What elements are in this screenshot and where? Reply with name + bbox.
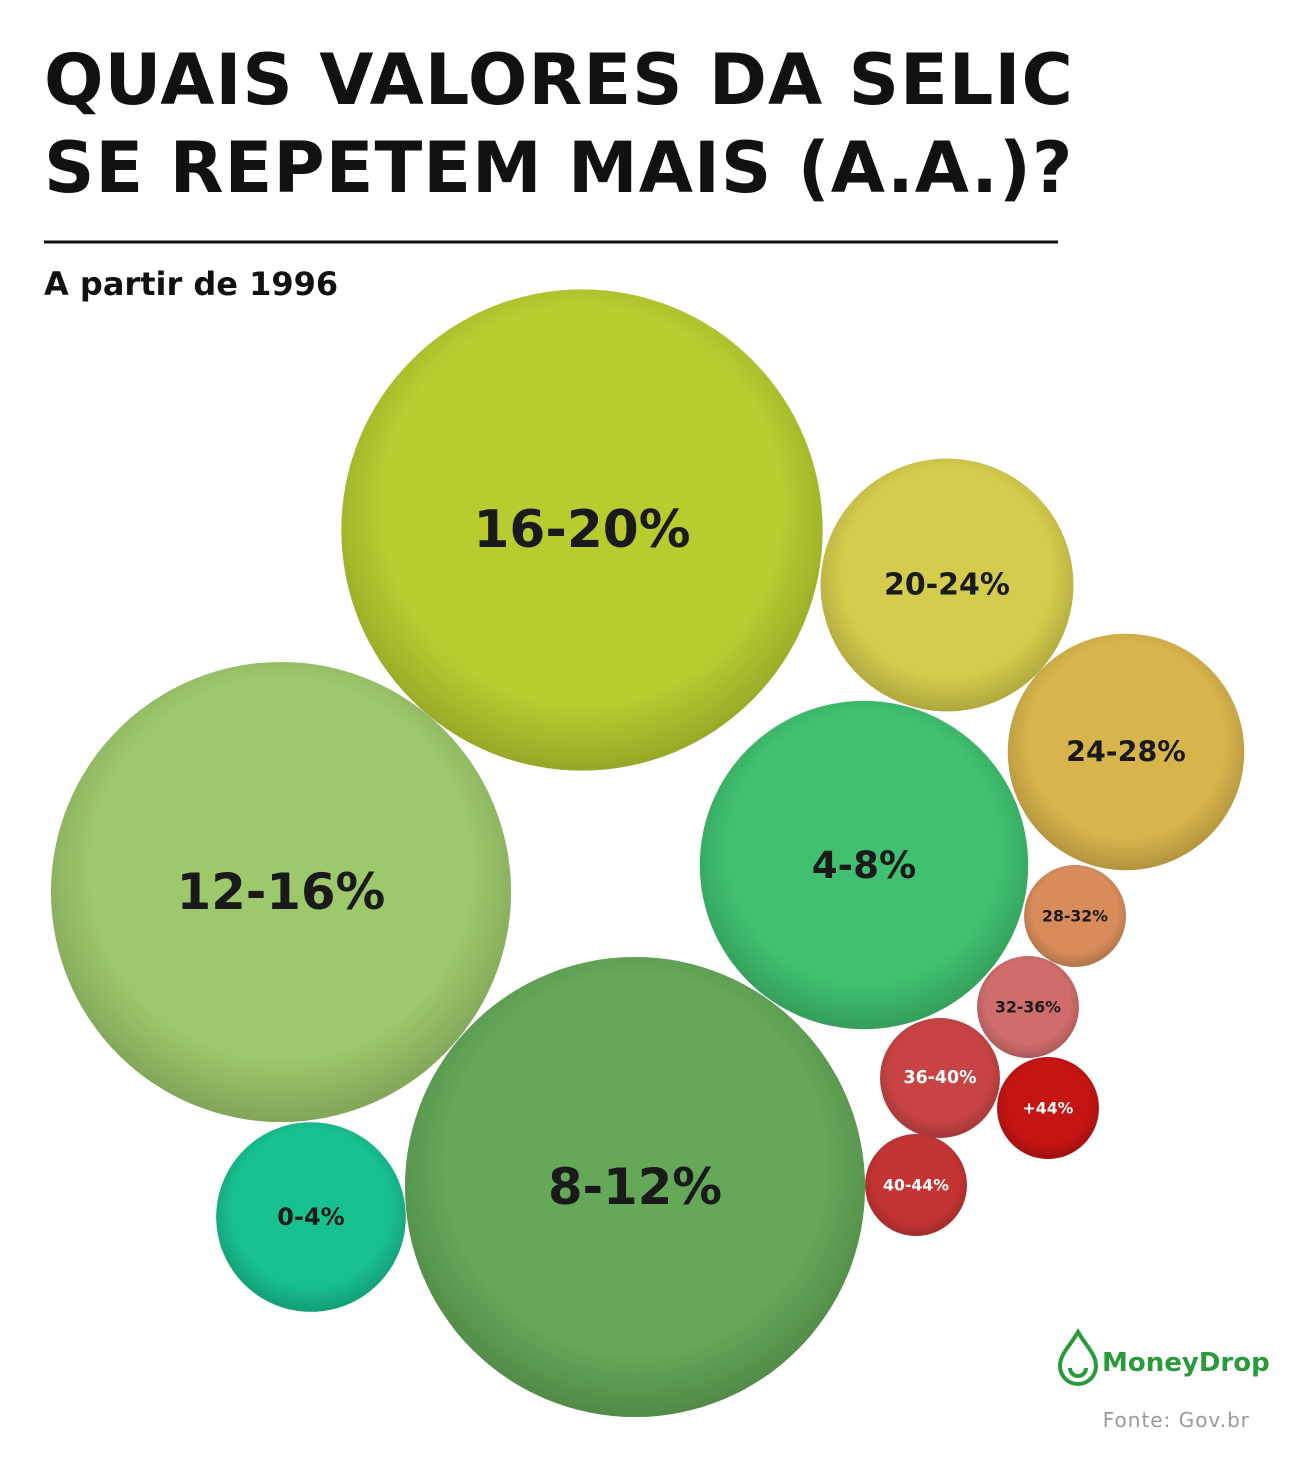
bubble-shade <box>997 1057 1099 1159</box>
source-note: Fonte: Gov.br <box>1103 1408 1250 1432</box>
bubble-shade <box>1007 633 1245 871</box>
bubble-shade <box>216 1122 406 1312</box>
bubble-label: 28-32% <box>1042 907 1108 926</box>
bubbles: 16-20% 20-24% 24-28% 12-16% 4-8% 28-32% 32-36%… <box>50 289 1245 1418</box>
bubble-label: 12-16% <box>177 863 386 921</box>
brand-logo: MoneyDrop <box>1057 1327 1270 1386</box>
bubble-label: 40-44% <box>883 1176 949 1195</box>
bubble-label: 16-20% <box>473 500 690 560</box>
chart-title: QUAIS VALORES DA SELIC <box>44 39 1074 121</box>
bubble-label: 4-8% <box>812 843 916 887</box>
brand-name: MoneyDrop <box>1102 1348 1270 1378</box>
bubble-shade <box>341 289 823 771</box>
bubble-shade <box>820 458 1074 712</box>
bubble-shade <box>880 1018 1000 1138</box>
bubble-label: 36-40% <box>903 1068 976 1088</box>
bubble-shade <box>404 956 866 1418</box>
bubble-shade <box>50 661 512 1123</box>
bubble-shade <box>699 700 1029 1030</box>
chart-subtitle: A partir de 1996 <box>44 265 338 303</box>
chart-title: SE REPETEM MAIS (A.A.)? <box>44 127 1073 209</box>
bubble-label: 0-4% <box>277 1203 344 1231</box>
bubble-label: 32-36% <box>995 998 1061 1017</box>
bubble-shade <box>977 956 1079 1058</box>
bubble-label: 24-28% <box>1066 736 1186 769</box>
bubble-label: +44% <box>1023 1099 1074 1118</box>
bubble-shade <box>865 1134 967 1236</box>
bubble-label: 20-24% <box>884 568 1010 603</box>
bubble-label: 8-12% <box>548 1158 722 1216</box>
bubble-shade <box>1024 865 1126 967</box>
